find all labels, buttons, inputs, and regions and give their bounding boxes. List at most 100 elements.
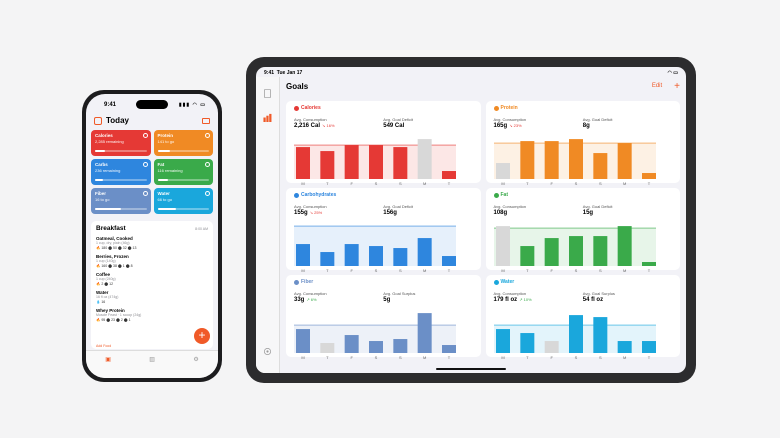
tab-today-icon[interactable]: ▣ xyxy=(105,357,111,363)
tile-carbs[interactable]: Carbs 236 remaining xyxy=(91,159,151,185)
tile-progress xyxy=(95,149,147,152)
goal-card-fiber[interactable]: Fiber Avg. Consumption 33g ↗ 6% Avg. Goal… xyxy=(286,275,481,360)
day-label: M xyxy=(301,181,304,186)
bar xyxy=(592,317,607,353)
goal-value: 5g xyxy=(383,297,391,303)
tab-settings-icon[interactable]: ⚙ xyxy=(193,357,199,363)
food-item[interactable]: Berries, Frozen 1 cup (140g) 🔥 160 ⬤ 38 … xyxy=(96,254,208,268)
bar xyxy=(417,238,432,266)
bar xyxy=(369,145,383,179)
calendar-icon[interactable] xyxy=(94,116,102,125)
add-goal-button[interactable]: + xyxy=(674,80,680,92)
bar xyxy=(320,151,335,179)
day-label: S xyxy=(399,355,402,360)
food-serving: 1 cup (240g) xyxy=(96,277,116,281)
bar xyxy=(519,246,534,266)
consumption-value: 179 fl oz xyxy=(493,297,518,303)
consumption-label: Avg. Consumption xyxy=(493,291,527,296)
bar xyxy=(495,329,510,353)
settings-icon[interactable] xyxy=(263,347,272,356)
tile-fiber[interactable]: Fiber 16 to go xyxy=(91,188,151,214)
goal-value: 549 Cal xyxy=(383,123,405,129)
food-name: Berries, Frozen xyxy=(96,254,129,259)
food-list: Oatmeal, Cooked 1 cup, dry, plain (46g) … xyxy=(96,236,208,322)
day-label: F xyxy=(350,355,353,360)
bar xyxy=(296,329,310,353)
tile-calories[interactable]: Calories 2,285 remaining xyxy=(91,130,151,156)
iphone-device: 9:41 ▮▮▮ ◠ ▭ Today Calories 2,285 remain… xyxy=(82,90,222,382)
tile-sub: 2,285 remaining xyxy=(95,139,124,144)
tile-check-icon xyxy=(142,191,148,196)
day-label: T xyxy=(448,268,451,273)
bar xyxy=(592,236,607,266)
today-icon[interactable] xyxy=(263,89,272,98)
day-label: F xyxy=(550,355,553,360)
goal-value: 8g xyxy=(582,123,590,129)
tile-water[interactable]: Water 66 to go xyxy=(153,188,213,214)
food-serving: Muscle Feast · 1 scoop (24g) xyxy=(96,313,142,317)
status-time: 9:41 xyxy=(104,102,117,108)
goal-card-carbohydrates[interactable]: Carbohydrates Avg. Consumption 155g ↘ 25%… xyxy=(286,188,481,273)
goal-value: 156g xyxy=(383,210,397,216)
bar xyxy=(417,313,432,353)
goals-main: Goals Edit + Calories Avg. Consumption 2… xyxy=(286,77,680,373)
food-item[interactable]: Whey Protein Muscle Feast · 1 scoop (24g… xyxy=(96,308,208,322)
card-title: Fiber xyxy=(301,279,314,285)
day-label: M xyxy=(423,181,426,186)
tile-fat[interactable]: Fat 116 remaining xyxy=(153,159,213,185)
day-label: F xyxy=(550,181,553,186)
bar xyxy=(369,246,383,266)
bar xyxy=(369,341,383,353)
goal-card-water[interactable]: Water Avg. Consumption 179 fl oz ↗ 10% Av… xyxy=(485,275,680,360)
tile-name: Calories xyxy=(95,133,113,138)
book-icon[interactable] xyxy=(202,117,210,124)
tile-check-icon xyxy=(142,162,148,167)
food-name: Oatmeal, Cooked xyxy=(96,236,133,241)
bar xyxy=(617,226,632,266)
goal-card-fat[interactable]: Fat Avg. Consumption 108g Avg. Goal Defi… xyxy=(485,188,680,273)
add-food-link[interactable]: Add Food xyxy=(96,344,112,348)
goals-chart-icon[interactable] xyxy=(263,113,272,122)
edit-button[interactable]: Edit xyxy=(651,83,663,89)
goal-value: 15g xyxy=(582,210,594,216)
day-label: M xyxy=(423,268,426,273)
day-label: M xyxy=(301,355,304,360)
bar xyxy=(442,345,456,353)
add-button[interactable]: + xyxy=(194,328,210,344)
bar xyxy=(568,236,583,266)
food-item[interactable]: Oatmeal, Cooked 1 cup, dry, plain (46g) … xyxy=(96,236,208,250)
page-title: Today xyxy=(106,116,129,125)
tile-sub: 16 to go xyxy=(95,197,110,202)
goal-card-protein[interactable]: Protein Avg. Consumption 165g ↘ 23% Avg. … xyxy=(485,101,680,186)
tile-sub: 236 remaining xyxy=(95,168,121,173)
day-label: M xyxy=(501,268,504,273)
day-label: M xyxy=(301,268,304,273)
consumption-label: Avg. Consumption xyxy=(294,204,327,209)
food-item[interactable]: Water 16 fl oz (474g) 💧 16 xyxy=(96,290,208,304)
tile-progress xyxy=(95,178,147,181)
sidebar xyxy=(256,77,280,373)
food-serving: 1 cup (140g) xyxy=(96,259,116,263)
card-title: Calories xyxy=(301,105,321,111)
day-label: S xyxy=(598,268,601,273)
meal-card-breakfast[interactable]: Breakfast 8:00 AM Oatmeal, Cooked 1 cup,… xyxy=(91,221,213,349)
bar xyxy=(544,341,559,353)
bar xyxy=(296,147,310,179)
consumption-label: Avg. Consumption xyxy=(493,204,527,209)
tile-protein[interactable]: Protein 141 to go xyxy=(153,130,213,156)
nutrient-tiles: Calories 2,285 remaining Protein 141 to … xyxy=(86,126,218,218)
meal-title: Breakfast xyxy=(96,225,126,232)
tab-goals-icon[interactable]: ▥ xyxy=(149,357,155,363)
day-label: S xyxy=(574,181,577,186)
day-label: T xyxy=(326,268,329,273)
food-item[interactable]: Coffee 1 cup (240g) 🔥 2 ⬤ 12 xyxy=(96,272,208,286)
status-bar: 9:41 ▮▮▮ ◠ ▭ xyxy=(86,94,218,110)
trend-badge: ↗ 10% xyxy=(519,297,532,302)
goal-card-calories[interactable]: Calories Avg. Consumption 2,216 Cal ↘ 16%… xyxy=(286,101,481,186)
bar xyxy=(320,343,335,353)
page-title: Goals xyxy=(286,81,309,91)
day-label: M xyxy=(622,268,625,273)
day-label: F xyxy=(350,268,353,273)
dynamic-island xyxy=(136,100,168,109)
